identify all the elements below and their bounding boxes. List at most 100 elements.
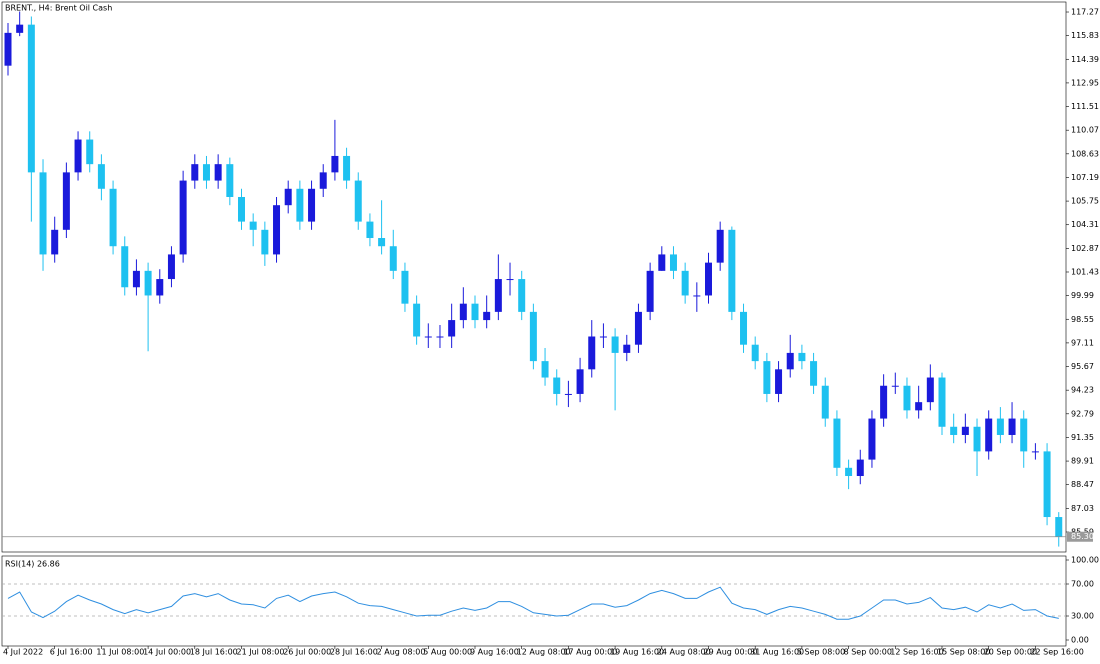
candle-body — [996, 418, 1004, 435]
candle-body — [238, 196, 245, 222]
candle-body — [378, 238, 386, 247]
x-tick-label: 8 Sep 00:00 — [844, 648, 892, 657]
candle-body — [354, 180, 362, 222]
candle-body — [553, 377, 561, 394]
candle-body — [623, 344, 631, 353]
price-panel — [1, 1, 1067, 553]
candle-body — [518, 279, 526, 312]
candle-body — [214, 164, 222, 181]
candle-body — [740, 311, 748, 345]
x-tick-label: 28 Jul 16:00 — [330, 648, 378, 657]
x-tick-label: 18 Jul 16:00 — [190, 648, 238, 657]
y-tick-label: 87.03 — [1071, 504, 1094, 513]
y-tick-label: 70.00 — [1071, 580, 1094, 589]
candle-body — [728, 229, 736, 312]
candle-body — [658, 254, 666, 271]
candle-body — [261, 229, 269, 255]
candle-body — [401, 270, 409, 304]
candle-body — [926, 377, 934, 403]
x-tick-label: 4 Jul 2022 — [3, 648, 43, 657]
candle-body — [132, 270, 140, 288]
y-tick-label: 91.35 — [1071, 433, 1094, 442]
candle-body — [343, 155, 351, 181]
y-tick-label: 100.00 — [1071, 556, 1099, 565]
last-price-label: 85.30 — [1071, 532, 1094, 541]
candle-body — [27, 24, 35, 173]
candle-body — [611, 336, 619, 353]
candle-body — [436, 336, 444, 338]
candle-body — [121, 246, 129, 288]
y-tick-label: 88.47 — [1071, 480, 1094, 489]
y-tick-label: 110.07 — [1071, 126, 1099, 135]
candle-body — [366, 221, 374, 239]
x-tick-label: 14 Jul 00:00 — [143, 648, 191, 657]
candle-body — [179, 180, 187, 255]
candle-body — [868, 418, 876, 460]
candle-body — [1031, 451, 1039, 453]
candle-body — [810, 361, 818, 386]
x-tick-label: 21 Jul 08:00 — [237, 648, 285, 657]
candle-body — [273, 205, 281, 255]
candle-body — [97, 164, 105, 189]
candle-body — [775, 369, 783, 394]
x-tick-label: 5 Sep 08:00 — [797, 648, 845, 657]
candle-body — [599, 336, 607, 338]
x-tick-label: 24 Aug 08:00 — [657, 648, 711, 657]
candle-body — [821, 385, 829, 419]
candle-body — [296, 188, 304, 222]
candle-body — [938, 377, 946, 427]
y-tick-label: 0.00 — [1071, 636, 1089, 645]
y-tick-label: 99.99 — [1071, 291, 1094, 300]
candle-body — [985, 418, 993, 452]
candle-body — [62, 172, 70, 230]
candle-body — [973, 426, 981, 452]
candle-body — [51, 229, 59, 255]
y-tick-label: 107.19 — [1071, 173, 1099, 182]
candle-body — [156, 279, 164, 296]
candle-body — [751, 344, 759, 362]
y-tick-label: 89.91 — [1071, 457, 1094, 466]
candle-body — [483, 311, 491, 321]
x-tick-label: 6 Jul 16:00 — [50, 648, 93, 657]
x-tick-label: 15 Sep 08:00 — [937, 648, 990, 657]
candle-body — [564, 393, 572, 395]
candle-body — [506, 279, 514, 281]
candle-body — [494, 279, 502, 312]
x-tick-label: 9 Aug 16:00 — [470, 648, 519, 657]
y-tick-label: 101.43 — [1071, 267, 1099, 276]
y-tick-label: 104.31 — [1071, 220, 1099, 229]
candle-body — [1043, 451, 1051, 518]
candle-body — [681, 270, 689, 296]
rsi-panel — [1, 555, 1067, 647]
x-tick-label: 26 Jul 00:00 — [283, 648, 331, 657]
candle-body — [109, 188, 117, 247]
candle-body — [202, 164, 210, 181]
candle-body — [459, 303, 467, 321]
candle-body — [1020, 418, 1028, 452]
y-tick-label: 102.87 — [1071, 244, 1099, 253]
candle-body — [86, 139, 94, 165]
candle-body — [541, 361, 549, 378]
x-tick-label: 20 Sep 00:00 — [984, 648, 1037, 657]
candle-body — [786, 352, 794, 370]
candle-body — [880, 385, 888, 419]
y-tick-label: 92.79 — [1071, 409, 1094, 418]
candle-body — [39, 172, 47, 255]
x-tick-label: 22 Sep 16:00 — [1030, 648, 1083, 657]
y-tick-label: 114.39 — [1071, 55, 1099, 64]
y-tick-label: 108.63 — [1071, 149, 1099, 158]
chart-title: BRENT., H4: Brent Oil Cash — [5, 4, 112, 13]
y-tick-label: 30.00 — [1071, 612, 1094, 621]
x-tick-label: 11 Jul 08:00 — [96, 648, 144, 657]
candle-body — [448, 320, 456, 337]
y-tick-label: 112.95 — [1071, 78, 1099, 87]
candle-body — [915, 402, 923, 411]
candle-body — [331, 155, 339, 173]
rsi-title: RSI(14) 26.86 — [5, 560, 60, 569]
candle-body — [891, 385, 899, 387]
candle-body — [16, 24, 24, 33]
x-tick-label: 12 Sep 16:00 — [890, 648, 943, 657]
candle-body — [308, 188, 316, 222]
candle-body — [588, 336, 596, 370]
candle-body — [529, 311, 537, 362]
